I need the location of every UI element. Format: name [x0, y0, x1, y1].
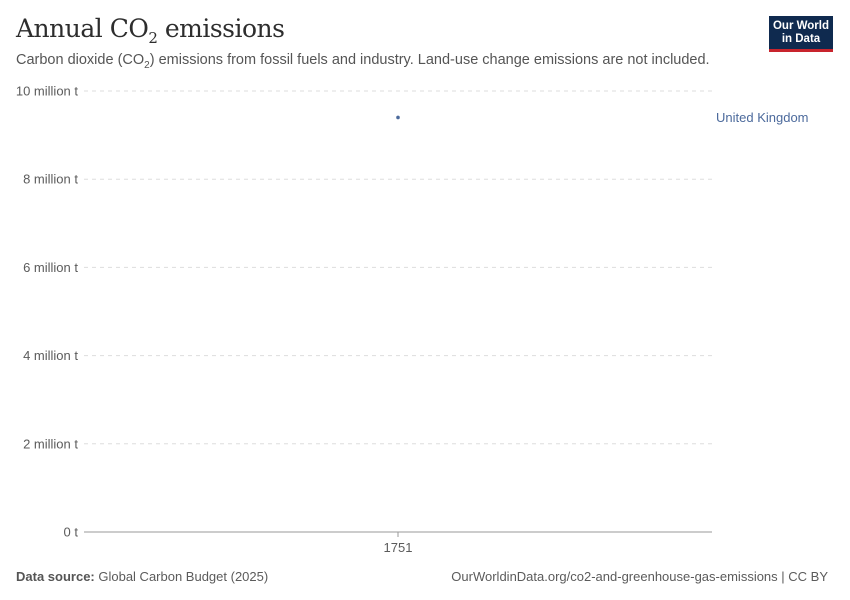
- subtitle-text-end: ) emissions from fossil fuels and indust…: [149, 52, 710, 68]
- y-tick-label: 0 t: [64, 525, 79, 540]
- owid-logo[interactable]: Our World in Data: [769, 16, 833, 52]
- y-tick-label: 10 million t: [16, 84, 79, 99]
- title-subscript: 2: [148, 29, 158, 47]
- title-text: Annual CO: [16, 14, 149, 43]
- data-point: [396, 115, 400, 120]
- y-tick-label: 2 million t: [23, 436, 78, 451]
- y-tick-label: 8 million t: [23, 172, 78, 187]
- subtitle-text: Carbon dioxide (CO: [16, 52, 145, 68]
- series-label: United Kingdom: [716, 110, 809, 125]
- data-source: Data source: Global Carbon Budget (2025): [16, 569, 268, 584]
- title-text-end: emissions: [157, 14, 285, 43]
- y-tick-label: 6 million t: [23, 260, 78, 275]
- source-label: Data source:: [16, 569, 95, 584]
- y-tick-label: 4 million t: [23, 348, 78, 363]
- subtitle-subscript: 2: [144, 59, 150, 71]
- source-link[interactable]: Global Carbon Budget (2025): [94, 569, 269, 584]
- chart-subtitle: Carbon dioxide (CO2) emissions from foss…: [16, 52, 710, 71]
- x-tick-label: 1751: [384, 540, 413, 555]
- footer-url[interactable]: OurWorldinData.org/co2-and-greenhouse-ga…: [451, 569, 828, 584]
- chart-title: Annual CO2 emissions: [16, 14, 285, 47]
